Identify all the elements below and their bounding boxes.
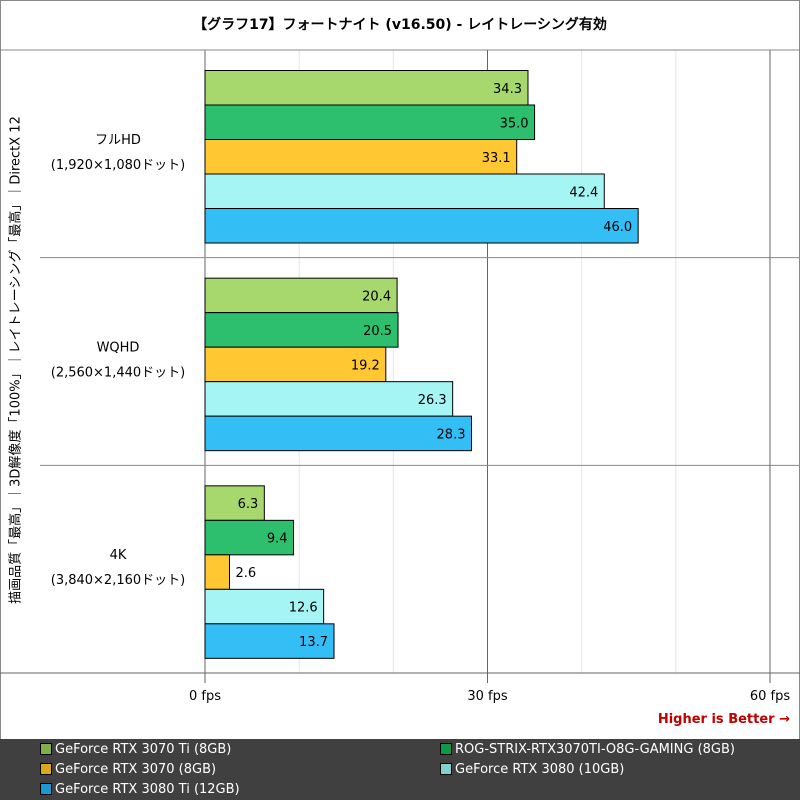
legend: GeForce RTX 3070 Ti (8GB) ROG-STRIX-RTX30… (0, 739, 800, 800)
bar (204, 415, 472, 452)
bar (204, 104, 536, 140)
data-label: 9.4 (267, 532, 288, 547)
x-tick-label: 60 fps (750, 689, 791, 704)
category-label: WQHD (97, 341, 140, 356)
legend-item: GeForce RTX 3080 (10GB) (440, 759, 624, 779)
data-label: 42.4 (569, 185, 598, 200)
category-label: 4K (110, 548, 127, 563)
higher-is-better-note: Higher is Better → (657, 712, 790, 727)
bar (204, 70, 529, 106)
bar (204, 173, 605, 209)
legend-label: GeForce RTX 3070 (8GB) (55, 761, 217, 777)
legend-label: GeForce RTX 3070 Ti (8GB) (55, 741, 232, 757)
plot-area: 0 fps 30 fps 60 fps フルHD (1,920×1,080ドット) 34.… (0, 49, 800, 704)
category-sublabel: (3,840×2,160ドット) (51, 573, 185, 588)
data-label: 34.3 (493, 82, 522, 97)
data-label: 28.3 (437, 427, 466, 442)
bar (204, 381, 454, 417)
category-label: フルHD (95, 133, 141, 148)
bar (204, 208, 639, 244)
category-sublabel: (1,920×1,080ドット) (51, 158, 185, 173)
legend-item: ROG-STRIX-RTX3070TI-O8G-GAMING (8GB) (440, 739, 735, 759)
chart-title: 【グラフ17】フォートナイト (v16.50) - レイトレーシング有効 (193, 17, 607, 33)
data-label: 6.3 (238, 497, 259, 512)
data-label: 12.6 (289, 601, 318, 616)
legend-swatch (40, 763, 52, 775)
x-tick-label: 30 fps (467, 689, 508, 704)
bar (204, 588, 325, 625)
bar (204, 346, 387, 383)
legend-label: GeForce RTX 3080 (10GB) (455, 761, 625, 777)
bar (204, 519, 295, 556)
data-label: 19.2 (351, 358, 380, 373)
legend-item: GeForce RTX 3070 Ti (8GB) (40, 739, 231, 759)
bar (204, 139, 518, 175)
category-sublabel: (2,560×1,440ドット) (51, 366, 185, 381)
data-label: 20.5 (363, 324, 392, 339)
legend-item: GeForce RTX 3070 (8GB) (40, 759, 216, 779)
data-label: 20.4 (362, 289, 391, 304)
data-label: 13.7 (299, 635, 328, 650)
legend-swatch (40, 743, 52, 755)
bar (204, 554, 230, 590)
legend-label: ROG-STRIX-RTX3070TI-O8G-GAMING (8GB) (455, 741, 735, 757)
data-label: 26.3 (418, 393, 447, 408)
data-label: 2.6 (235, 566, 256, 581)
legend-swatch (440, 743, 452, 755)
bar (204, 277, 398, 314)
data-label: 33.1 (482, 151, 511, 166)
data-label: 46.0 (603, 220, 632, 235)
x-tick-label: 0 fps (189, 689, 221, 704)
legend-swatch (440, 763, 452, 775)
data-label: 35.0 (500, 116, 529, 131)
bar (204, 623, 335, 659)
legend-label: GeForce RTX 3080 Ti (12GB) (55, 781, 240, 797)
bar (204, 485, 265, 521)
legend-item: GeForce RTX 3080 Ti (12GB) (40, 779, 240, 799)
legend-swatch (40, 783, 52, 795)
